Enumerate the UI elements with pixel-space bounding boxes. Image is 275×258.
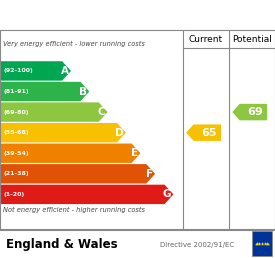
Text: (39-54): (39-54) — [3, 151, 29, 156]
Polygon shape — [1, 61, 71, 80]
Text: England & Wales: England & Wales — [6, 238, 117, 252]
Bar — [252, 231, 272, 256]
Text: (92-100): (92-100) — [3, 68, 33, 74]
Polygon shape — [1, 185, 174, 204]
Text: Not energy efficient - higher running costs: Not energy efficient - higher running co… — [3, 207, 145, 213]
Text: (1-20): (1-20) — [3, 192, 24, 197]
Polygon shape — [232, 104, 267, 120]
Text: G: G — [163, 189, 171, 199]
Polygon shape — [1, 143, 141, 163]
Text: (21-38): (21-38) — [3, 171, 29, 176]
Text: Current: Current — [189, 35, 223, 44]
Text: A: A — [61, 66, 69, 76]
Polygon shape — [1, 164, 155, 183]
Text: 65: 65 — [201, 128, 216, 138]
Text: C: C — [98, 107, 105, 117]
Polygon shape — [1, 82, 89, 101]
Text: Very energy efficient - lower running costs: Very energy efficient - lower running co… — [3, 41, 145, 47]
Polygon shape — [186, 124, 221, 141]
Text: Directive 2002/91/EC: Directive 2002/91/EC — [160, 242, 234, 248]
Text: Energy Efficiency Rating: Energy Efficiency Rating — [6, 8, 208, 23]
Text: (81-91): (81-91) — [3, 89, 29, 94]
Text: (55-68): (55-68) — [3, 130, 29, 135]
Text: E: E — [131, 148, 138, 158]
Text: F: F — [146, 169, 153, 179]
Text: Potential: Potential — [232, 35, 272, 44]
Text: 69: 69 — [247, 107, 263, 117]
Text: (69-80): (69-80) — [3, 110, 29, 115]
Polygon shape — [1, 123, 126, 142]
Text: B: B — [79, 86, 87, 96]
Polygon shape — [1, 102, 108, 122]
Text: D: D — [115, 128, 124, 138]
